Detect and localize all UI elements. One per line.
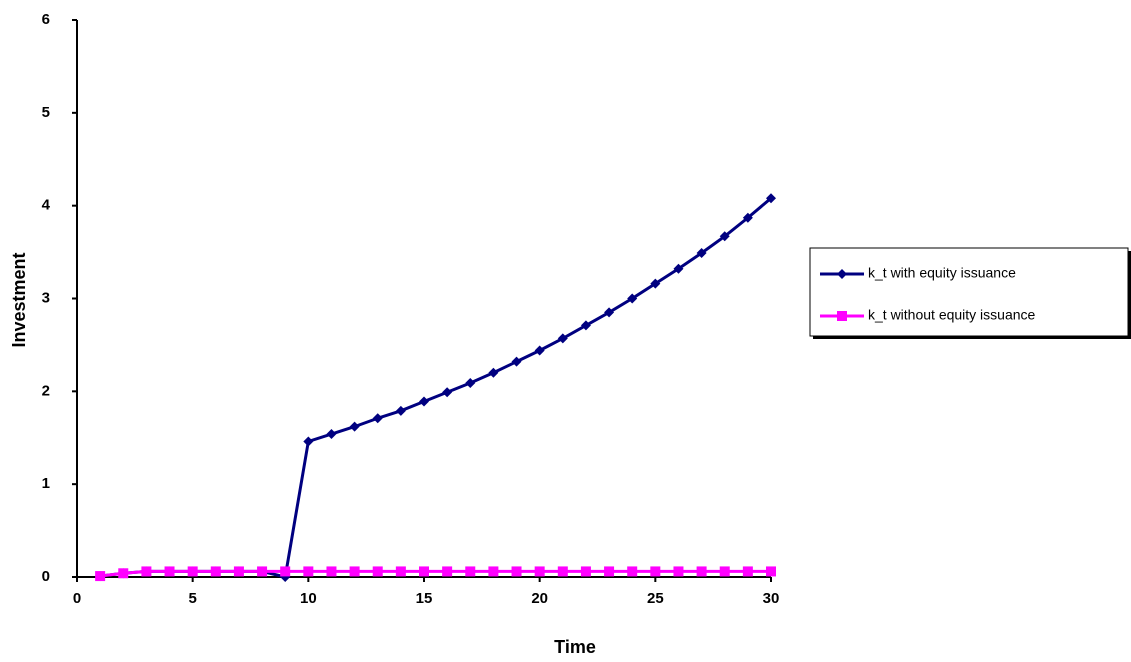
data-point: [766, 193, 776, 204]
data-point: [372, 413, 383, 424]
data-point: [534, 345, 545, 356]
data-point: [95, 571, 106, 582]
data-point: [280, 566, 291, 577]
x-tick-label: 30: [763, 590, 780, 607]
data-point: [141, 566, 152, 577]
data-point: [627, 293, 638, 304]
data-point: [673, 566, 684, 577]
data-point: [303, 566, 314, 577]
y-tick-label: 6: [42, 11, 50, 28]
data-point: [696, 248, 707, 259]
data-point: [557, 333, 568, 344]
data-point: [372, 566, 383, 577]
y-tick-label: 0: [42, 568, 50, 585]
data-point: [395, 405, 406, 416]
data-point: [465, 566, 476, 577]
data-point: [742, 212, 753, 223]
data-point: [303, 436, 314, 447]
legend: [809, 247, 1129, 337]
data-point: [488, 566, 499, 577]
data-point: [511, 566, 522, 577]
legend-label: k_t with equity issuance: [868, 265, 1016, 281]
data-point: [419, 396, 429, 407]
data-point: [164, 566, 175, 577]
data-point: [719, 231, 730, 242]
data-point: [557, 566, 568, 577]
data-point: [488, 367, 499, 378]
data-point: [419, 566, 429, 577]
x-tick-label: 10: [300, 590, 317, 607]
data-point: [118, 568, 129, 579]
data-point: [580, 566, 591, 577]
x-tick-label: 0: [73, 590, 81, 607]
data-point: [349, 421, 360, 432]
data-point: [326, 429, 337, 440]
data-point: [766, 566, 776, 577]
y-tick-label: 4: [42, 197, 51, 214]
series-line: [99, 197, 772, 579]
data-point: [580, 320, 591, 331]
x-tick-label: 5: [188, 590, 196, 607]
data-point: [719, 566, 730, 577]
data-point: [673, 263, 684, 274]
data-point: [395, 566, 406, 577]
y-tick-label: 5: [42, 104, 50, 121]
data-point: [511, 356, 522, 367]
data-point: [696, 566, 707, 577]
data-point: [627, 566, 638, 577]
legend-marker: [837, 311, 847, 321]
y-tick-label: 3: [42, 289, 50, 306]
data-point: [187, 566, 198, 577]
data-point: [742, 566, 753, 577]
data-point: [650, 278, 661, 289]
legend-marker: [837, 269, 847, 279]
data-point: [326, 566, 337, 577]
data-point: [442, 566, 453, 577]
data-point: [604, 307, 615, 318]
series-line: [99, 569, 771, 578]
data-point: [465, 377, 476, 388]
data-point: [650, 566, 661, 577]
x-tick-label: 15: [416, 590, 433, 607]
x-axis-label: Time: [554, 637, 596, 657]
y-tick-label: 2: [42, 382, 50, 399]
y-axis-label: Investment: [9, 252, 29, 347]
data-point: [233, 566, 244, 577]
data-point: [257, 566, 268, 577]
data-point: [534, 566, 545, 577]
y-tick-label: 1: [42, 475, 50, 492]
data-point: [604, 566, 615, 577]
x-tick-label: 20: [531, 590, 548, 607]
data-point: [349, 566, 360, 577]
legend-label: k_t without equity issuance: [868, 307, 1036, 323]
data-point: [210, 566, 221, 577]
data-point: [442, 387, 453, 398]
x-tick-label: 25: [647, 590, 664, 607]
